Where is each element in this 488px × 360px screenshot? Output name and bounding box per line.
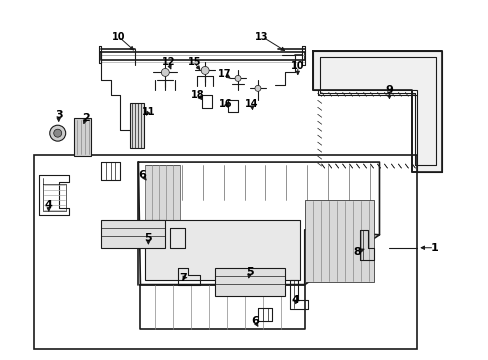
Bar	[304, 200, 374, 282]
Circle shape	[50, 125, 65, 141]
Bar	[130, 103, 144, 148]
Text: 7: 7	[179, 273, 187, 283]
Text: 13: 13	[255, 32, 268, 41]
Circle shape	[54, 129, 61, 137]
Circle shape	[235, 75, 241, 81]
Text: 10: 10	[290, 62, 304, 71]
Text: 2: 2	[81, 113, 89, 123]
Polygon shape	[312, 50, 441, 172]
Text: 6: 6	[250, 316, 258, 327]
Text: 3: 3	[55, 110, 62, 120]
Text: 4: 4	[291, 294, 299, 305]
Bar	[145, 165, 180, 220]
Text: 16: 16	[219, 99, 232, 109]
Text: 17: 17	[218, 69, 231, 80]
Circle shape	[254, 85, 261, 91]
Text: 4: 4	[45, 200, 53, 210]
Bar	[101, 220, 165, 248]
Text: 15: 15	[187, 58, 201, 67]
Text: 12: 12	[161, 58, 175, 67]
Circle shape	[161, 68, 169, 76]
Bar	[34, 155, 416, 349]
Text: 14: 14	[244, 99, 258, 109]
Text: 11: 11	[142, 107, 155, 117]
Bar	[145, 220, 299, 280]
Bar	[74, 118, 90, 156]
Text: 6: 6	[138, 170, 146, 180]
Bar	[215, 268, 285, 296]
Text: 18: 18	[191, 90, 204, 100]
Text: 9: 9	[385, 85, 392, 95]
Text: 1: 1	[429, 243, 437, 253]
Circle shape	[201, 67, 209, 75]
Text: 8: 8	[353, 247, 361, 257]
Text: 5: 5	[245, 267, 253, 276]
Text: 5: 5	[144, 233, 152, 243]
Text: 10: 10	[112, 32, 125, 41]
